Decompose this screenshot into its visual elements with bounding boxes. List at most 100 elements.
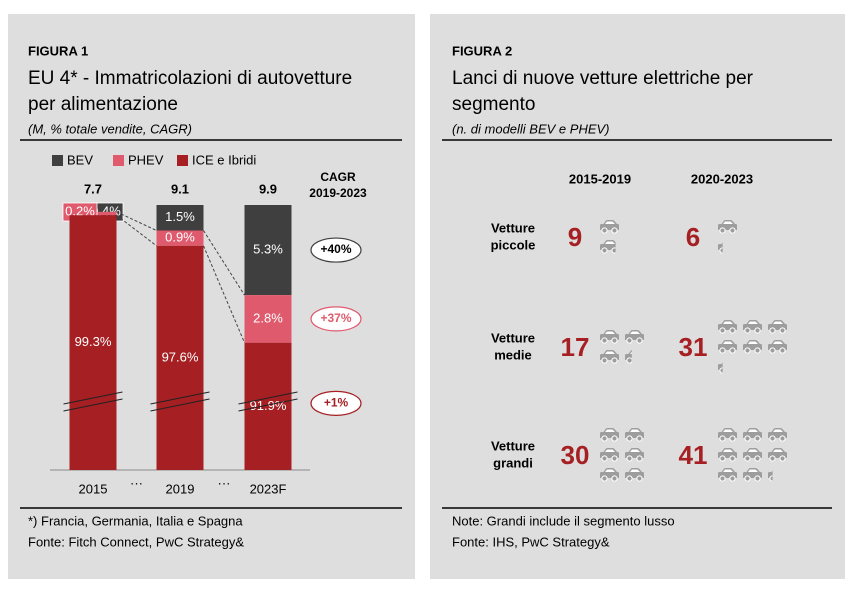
cagr-badge	[310, 390, 362, 416]
car-wheel	[719, 347, 726, 354]
panel-right	[430, 14, 845, 579]
footnote: Note: Grandi include il segmento lusso	[452, 513, 675, 528]
car-wheel	[769, 435, 776, 442]
car-window	[605, 429, 615, 432]
title: Lanci di nuove vetture elettriche per	[452, 68, 754, 89]
car-wheel	[754, 347, 761, 354]
x-tick-label: 2015	[79, 481, 108, 496]
bar-segment	[156, 205, 204, 231]
car-wheel	[626, 337, 633, 344]
car-wheel	[611, 455, 618, 462]
car-window	[605, 241, 615, 244]
row-label: grandi	[493, 455, 533, 470]
cagr-label: +40%	[320, 242, 351, 256]
car-icon	[600, 240, 616, 254]
car-wheel	[744, 455, 751, 462]
icon-group	[718, 428, 787, 482]
car-window	[723, 341, 733, 344]
icon-group	[600, 428, 644, 482]
car-wheel	[754, 327, 761, 334]
car-window	[773, 341, 783, 344]
car-wheel	[719, 455, 726, 462]
car-icon	[600, 448, 619, 462]
car-wheel	[636, 475, 643, 482]
car-wheel	[769, 347, 776, 354]
total-label: 9.1	[171, 181, 189, 196]
car-icon	[718, 320, 737, 334]
model-count: 9	[568, 222, 582, 252]
car-icon	[718, 242, 723, 254]
value-label: 1.5%	[165, 209, 195, 224]
car-window	[605, 351, 615, 354]
axis-break	[150, 398, 210, 412]
car-wheel	[719, 475, 726, 482]
car-wheel	[601, 337, 608, 344]
car-wheel	[601, 357, 608, 364]
title: segmento	[452, 94, 535, 115]
icon-group	[600, 220, 619, 254]
car-icon	[768, 428, 787, 442]
car-window	[605, 449, 615, 452]
car-icon	[625, 428, 644, 442]
bar-segment	[244, 205, 292, 296]
icon-group	[600, 330, 644, 364]
car-icon	[718, 428, 737, 442]
car-icon	[743, 320, 762, 334]
model-count: 41	[679, 440, 708, 470]
legend-label: BEV	[67, 152, 93, 167]
car-wheel	[779, 347, 786, 354]
car-icon	[625, 330, 644, 344]
bar-segment	[156, 230, 204, 246]
row-label: Vetture	[491, 330, 535, 345]
figure-label: FIGURA 1	[28, 43, 88, 58]
car-window	[748, 321, 758, 324]
car-icon	[600, 428, 619, 442]
legend-swatch	[113, 155, 124, 166]
row-label: piccole	[491, 237, 536, 252]
cagr-badge	[310, 237, 362, 263]
car-window	[723, 221, 733, 224]
car-window	[773, 429, 783, 432]
bar-segment	[244, 342, 292, 470]
cagr-badge	[310, 306, 362, 332]
car-icon	[600, 468, 619, 482]
car-icon	[718, 468, 737, 482]
bar-segment	[156, 245, 204, 470]
separator: ···	[130, 475, 143, 490]
car-wheel	[779, 455, 786, 462]
row-label: Vetture	[491, 220, 535, 235]
car-window	[723, 429, 733, 432]
car-wheel	[779, 327, 786, 334]
car-window	[773, 449, 783, 452]
cagr-label: +37%	[320, 311, 351, 325]
car-icon	[768, 340, 787, 354]
footnote: *) Francia, Germania, Italia e Spagna	[28, 513, 243, 528]
car-wheel	[611, 357, 618, 364]
model-count: 30	[561, 440, 590, 470]
subtitle: (M, % totale vendite, CAGR)	[28, 121, 192, 136]
car-wheel	[754, 455, 761, 462]
value-label: 2.8%	[253, 310, 283, 325]
car-wheel	[729, 327, 736, 334]
bar-segment	[244, 295, 292, 343]
car-wheel	[769, 475, 773, 482]
car-wheel	[601, 455, 608, 462]
car-window	[748, 449, 758, 452]
car-wheel	[779, 435, 786, 442]
axis-break	[63, 398, 123, 412]
car-icon	[600, 350, 619, 364]
legend-label: ICE e Ibridi	[192, 152, 256, 167]
car-wheel	[601, 475, 608, 482]
car-wheel	[636, 435, 643, 442]
cagr-title: CAGR	[320, 170, 356, 184]
car-wheel	[719, 367, 723, 374]
car-icon	[600, 220, 619, 234]
car-icon	[743, 468, 762, 482]
car-wheel	[626, 455, 633, 462]
car-wheel	[769, 327, 776, 334]
value-label: 5.3%	[253, 241, 283, 256]
subtitle: (n. di modelli BEV e PHEV)	[452, 121, 610, 136]
footnote: Fonte: IHS, PwC Strategy&	[452, 534, 610, 549]
cagr-title: 2019-2023	[309, 186, 367, 200]
